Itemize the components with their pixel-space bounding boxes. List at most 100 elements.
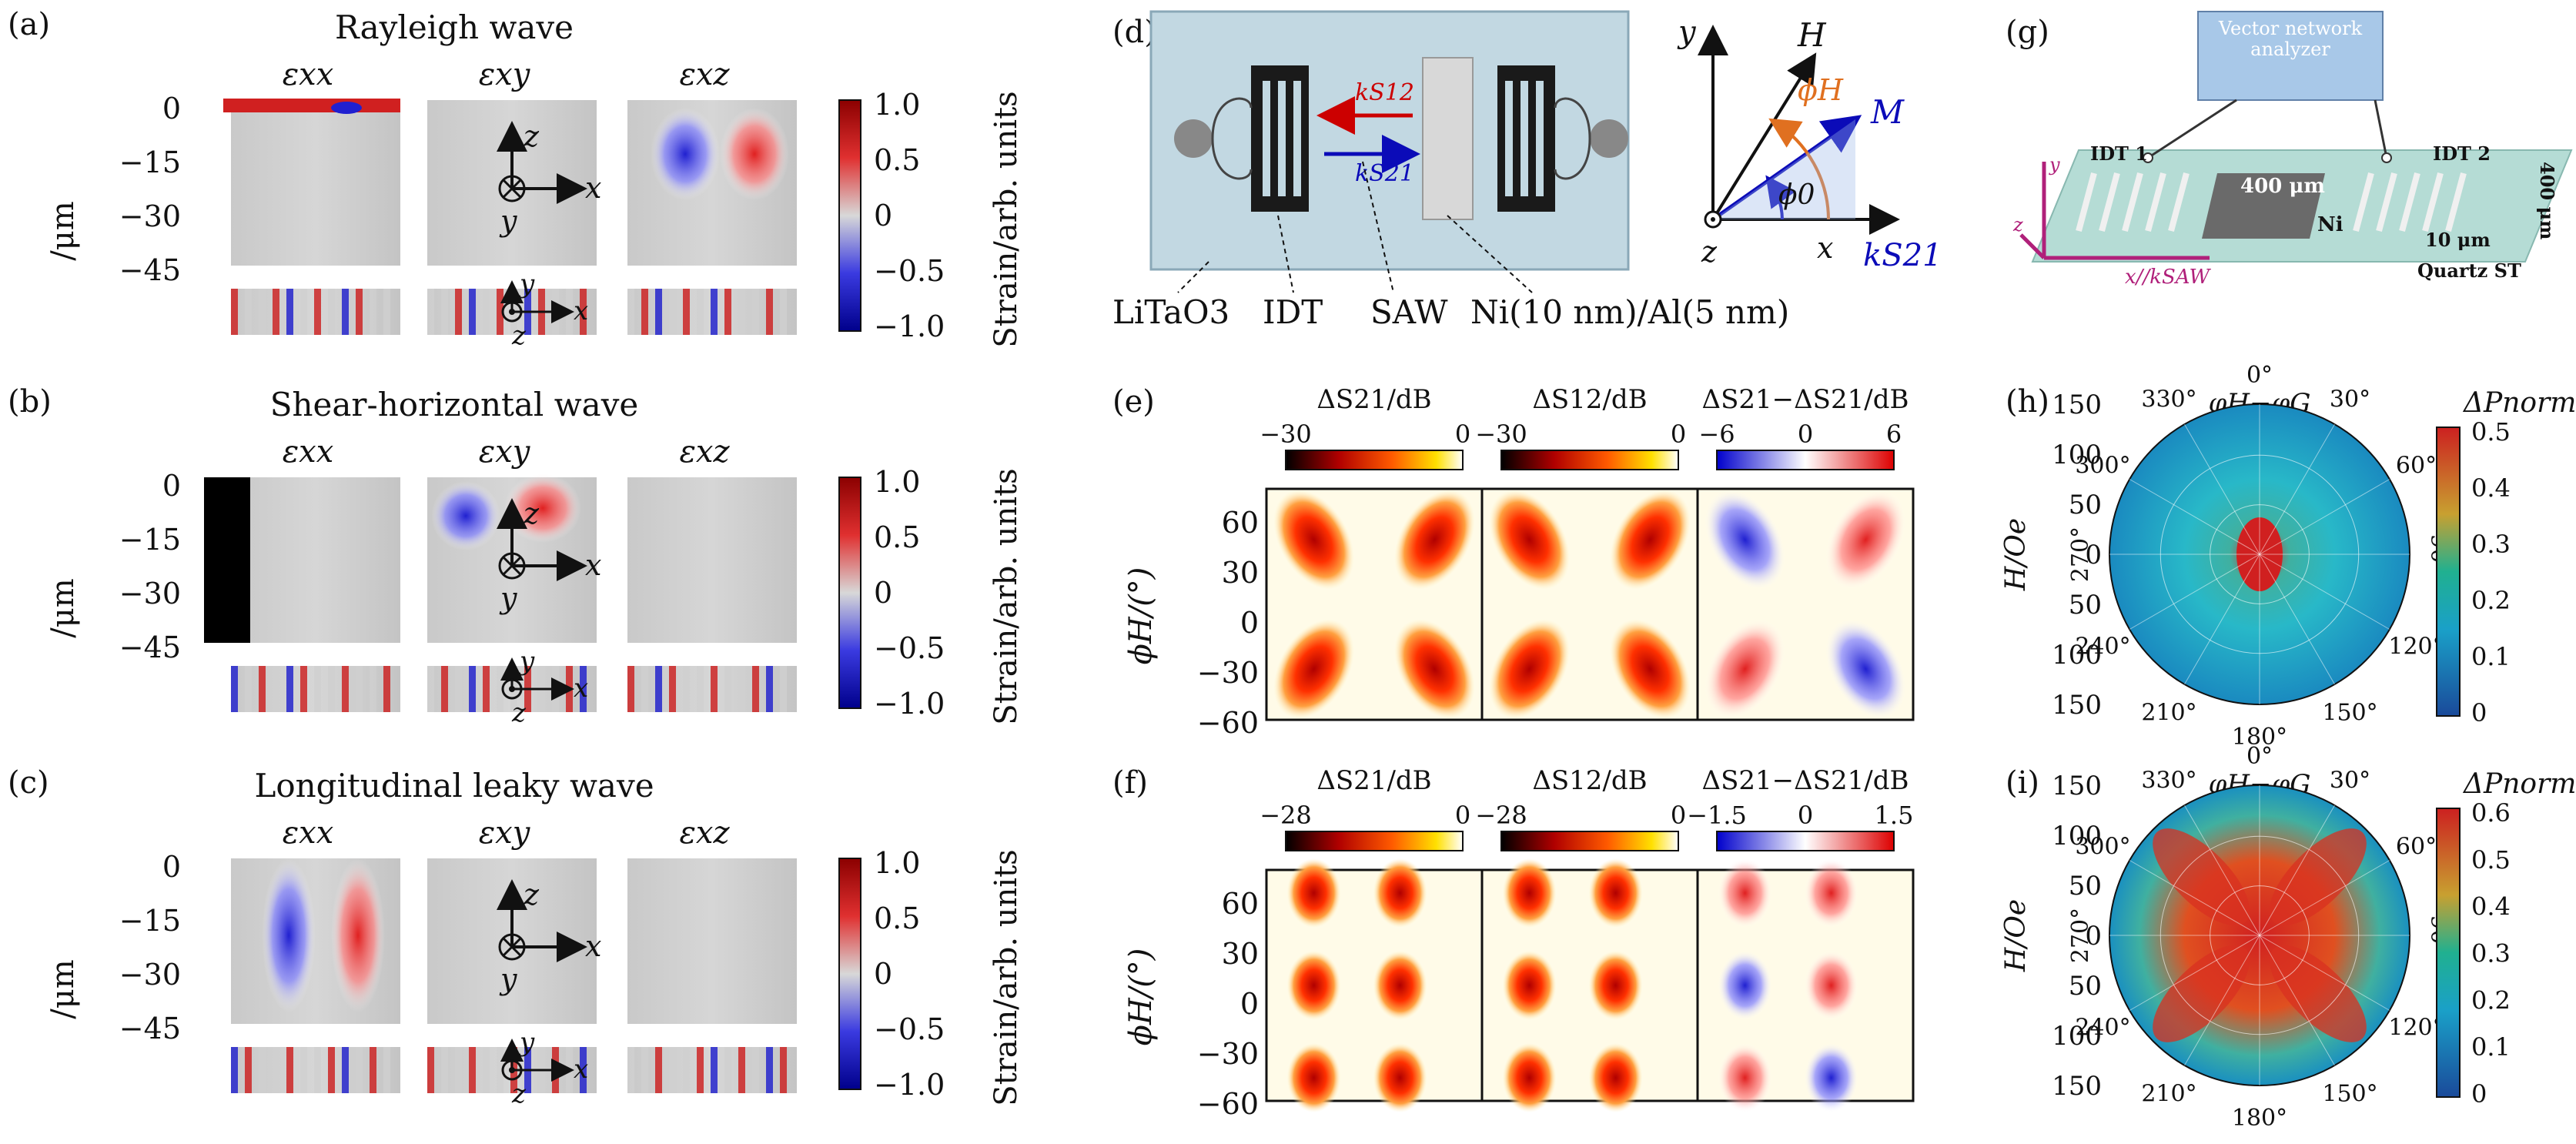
polar-angle-label: 150°: [2322, 700, 2377, 727]
polar-cbar-tick: 0.3: [2471, 530, 2511, 559]
map-colorbar: [1285, 831, 1464, 851]
polar-angle-label: 210°: [2141, 700, 2196, 727]
contour-spot: [1588, 951, 1643, 1020]
cbar-tick: 1.0: [874, 465, 920, 499]
strain-slab: [231, 477, 400, 643]
polar-rtick: 100: [2052, 1021, 2102, 1052]
depth-tick: −45: [119, 253, 181, 287]
contact-left: [1174, 119, 1213, 158]
depth-tick: −30: [119, 199, 181, 233]
map-cbar-tick: 0: [1798, 420, 1813, 449]
map-cbar-tick: 1.5: [1875, 801, 1914, 830]
contour-spot: [1273, 490, 1354, 590]
strain-col-title: εxy: [479, 434, 531, 470]
contour-spot: [1718, 1043, 1772, 1112]
label-idt: IDT: [1263, 293, 1323, 331]
polar-angle-label: 180°: [2232, 1105, 2287, 1132]
strain-col-title: εxx: [283, 57, 334, 92]
contour-spot: [1804, 951, 1858, 1020]
contour-spot: [1718, 951, 1772, 1020]
idt1-label: IDT 1: [2090, 142, 2148, 165]
cbar-tick: 0: [874, 576, 892, 610]
polar-angle-label: 0°: [2246, 743, 2273, 770]
y-out-icon: [501, 1059, 523, 1081]
polar-lobe: [2153, 945, 2250, 1042]
panel-label-h: (h): [2006, 384, 2049, 420]
map-cbar-tick: −30: [1260, 420, 1312, 449]
svg-text:z: z: [511, 320, 527, 351]
map-colorbar: [1500, 831, 1679, 851]
map-cbar-tick: 0: [1671, 420, 1686, 449]
polar-rtick: 100: [2052, 640, 2102, 671]
polar-angle-label: 180°: [2232, 724, 2287, 751]
vna-line2: analyzer: [2250, 38, 2330, 60]
depth-tick: −45: [119, 631, 181, 664]
panel-g: (g) Vector network analyzer IDT 1 IDT 2 …: [2006, 11, 2573, 289]
k12-label: kS12: [1355, 79, 1414, 106]
contour-spot: [1825, 619, 1906, 719]
label-film: Ni(10 nm)/Al(5 nm): [1470, 293, 1789, 331]
contour-spot: [1588, 1043, 1643, 1112]
cbar-tick: 0: [874, 957, 892, 991]
map-cbar-tick: −28: [1475, 801, 1527, 830]
cbar-tick: 1.0: [874, 88, 920, 122]
polar-rtick: 150: [2052, 1071, 2102, 1102]
vec-phi0-label: ϕ0: [1778, 179, 1815, 211]
contour-spot: [1286, 858, 1341, 928]
phi-tick: 0: [1240, 987, 1259, 1021]
panel-label-c: (c): [8, 765, 49, 801]
contour-spot: [1502, 1043, 1557, 1112]
svg-text:y: y: [499, 962, 517, 996]
len-label: 400 μm: [2536, 162, 2558, 239]
depth-tick: −30: [119, 577, 181, 610]
svg-text:y: y: [518, 269, 535, 299]
map-colorbar: [1716, 450, 1895, 470]
vec-m-label: M: [1870, 93, 1905, 131]
svg-text:x: x: [585, 929, 601, 963]
svg-text:z: z: [523, 878, 540, 912]
polar-cbar-tick: 0.3: [2471, 939, 2511, 968]
polar-angle-label: 0°: [2246, 362, 2273, 389]
contour-spot: [1489, 490, 1570, 590]
depth-axis-label: /μm: [45, 959, 81, 1019]
polar-rtick: 50: [2069, 590, 2102, 621]
contour-spot: [1394, 619, 1475, 719]
svg-text:x: x: [585, 171, 601, 205]
svg-text:y: y: [499, 581, 517, 615]
contour-spot: [1705, 619, 1785, 719]
polar-cbar-title: ΔPnorm: [2462, 768, 2576, 800]
strain-slab: [627, 858, 797, 1024]
polar-panels: (h)φH−φGH/Oe150100500501001500°30°60°90°…: [2000, 362, 2576, 1132]
contour-spot: [1718, 858, 1772, 928]
polar-angle-label: 330°: [2141, 386, 2196, 413]
polar-cbar-tick: 0.4: [2471, 892, 2511, 922]
polar-angle-label: 300°: [2075, 834, 2130, 861]
depth-tick: −15: [119, 523, 181, 557]
strain-col-title: εxx: [283, 815, 334, 851]
strain-col-title: εxx: [283, 434, 334, 470]
svg-text:x: x: [574, 673, 588, 704]
wave-title: Longitudinal leaky wave: [254, 767, 654, 804]
polar-rtick: 150: [2052, 771, 2102, 801]
vna-box: [2197, 11, 2384, 101]
y-out-icon: [501, 678, 523, 700]
polar-cbar-tick: 0: [2471, 698, 2487, 728]
depth-axis-label: /μm: [45, 578, 81, 637]
idt-right: [1497, 65, 1555, 212]
map-title: ΔS12/dB: [1532, 765, 1647, 796]
vec-z-label: z: [1701, 235, 1718, 269]
polar-cbar-title: ΔPnorm: [2462, 387, 2576, 419]
map-cbar-tick: 0: [1455, 420, 1470, 449]
width-label: 400 μm: [2240, 175, 2325, 198]
cbar-tick: 0.5: [874, 901, 920, 935]
depth-tick: 0: [162, 92, 181, 125]
polar-cbar-tick: 0.5: [2471, 845, 2511, 875]
depth-tick: −15: [119, 904, 181, 938]
phi-tick: 30: [1222, 556, 1259, 590]
polar-angle-label: 150°: [2322, 1081, 2377, 1108]
contour-spot: [1394, 490, 1475, 590]
cbar-label: Strain/arb. units: [989, 91, 1024, 347]
polar-cbar-tick: 0.2: [2471, 586, 2511, 615]
polar-cbar-tick: 0.1: [2471, 1032, 2511, 1062]
contour-spot: [1373, 858, 1427, 928]
